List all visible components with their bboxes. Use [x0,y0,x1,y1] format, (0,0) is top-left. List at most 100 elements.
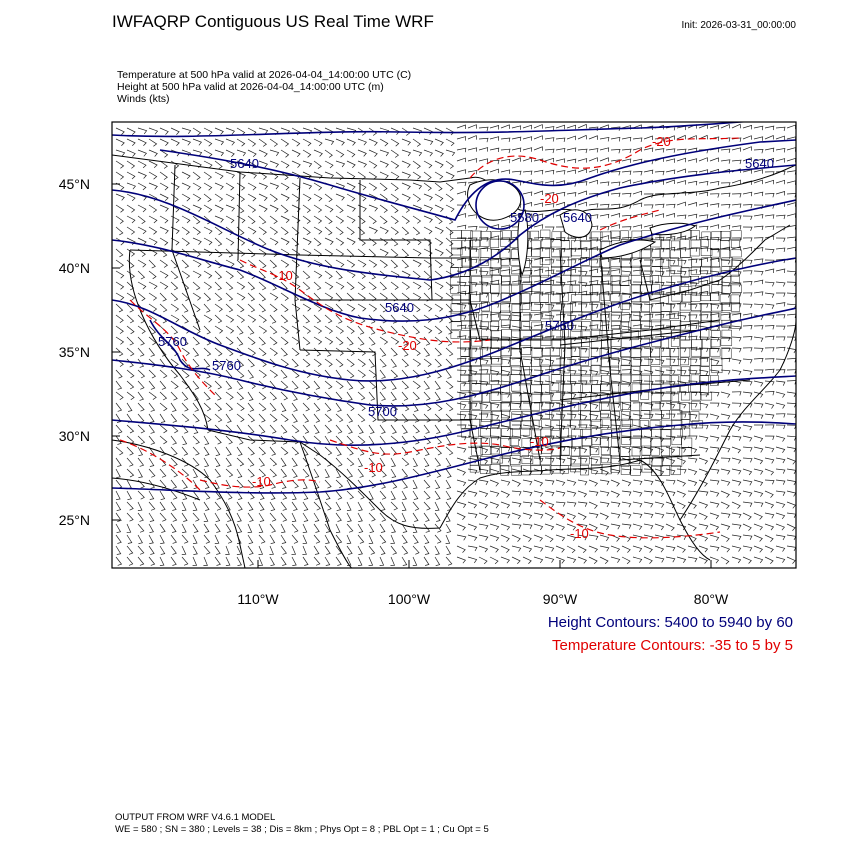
wind-barb [368,534,374,544]
wind-barb [423,435,431,445]
wind-barb [368,160,378,169]
wind-barb [775,545,786,552]
wind-barb [588,347,599,352]
wind-barb [115,303,124,313]
county-cell [471,338,483,347]
county-cell [700,348,710,358]
wind-barb [434,380,441,390]
wind-barb [401,512,407,522]
wind-barb [159,259,169,268]
wind-barb [225,237,235,246]
county-cell [580,409,591,421]
county-cell [491,249,500,259]
county-cell [710,258,720,268]
wind-barb [368,325,376,335]
wind-barb [148,270,157,280]
wind-barb [357,160,367,168]
wind-barb [753,270,764,276]
wind-barb [786,402,796,408]
wind-barb [544,237,555,243]
wind-barb [742,237,753,242]
wind-barb [544,424,555,431]
wind-barb [456,335,467,340]
wind-barb [159,501,166,511]
county-cell [531,402,541,411]
wind-barb [676,369,687,375]
wind-barb [621,236,632,242]
wind-barb [357,127,367,136]
county-cell [641,249,651,258]
wind-barb [115,369,123,379]
wind-barb [676,358,687,364]
wind-barb [225,215,235,224]
wind-barb [742,259,753,265]
county-cell [730,230,742,240]
wind-barb [236,281,246,290]
wind-barb [335,358,344,368]
wind-barb [753,512,763,520]
wind-barb [324,171,334,179]
wind-barb [280,149,290,158]
wind-barb [390,369,399,379]
wind-barb [137,501,143,511]
county-cell [651,392,662,404]
wind-barb [478,270,489,276]
wind-barb [742,380,753,386]
county-cell [671,365,682,375]
county-cell [490,437,502,447]
wind-barb [357,380,365,390]
wind-barb [269,336,278,346]
wind-barb [632,369,643,376]
county-cell [641,276,653,286]
wind-barb [214,171,224,180]
wind-barb [731,391,742,396]
wind-barb [214,292,223,302]
wind-barb [764,413,775,419]
county-cell [669,375,679,386]
wind-barb [203,501,210,511]
county-cell [491,330,502,340]
county-cell [659,258,669,269]
wind-barb [324,545,331,555]
wind-barb [412,424,420,434]
wind-barb [291,413,298,423]
wind-barb [159,446,166,456]
county-cell [531,267,540,276]
wind-barb [192,534,198,544]
wind-barb [346,424,353,434]
county-cell [461,428,471,438]
wind-barb [291,259,300,268]
county-cell [611,329,621,338]
wind-barb [412,171,422,180]
county-cell [629,438,641,447]
county-cell [661,366,671,375]
wind-barb [313,270,323,279]
wind-barb [302,270,311,280]
county-cell [621,428,631,438]
county-cell [670,265,682,274]
wind-barb [434,358,442,368]
wind-barb [610,501,621,508]
wind-barb [775,490,786,496]
wind-barb [698,314,709,319]
county-cell [581,285,593,296]
county-cell [611,301,623,313]
wind-barb [610,203,621,209]
wind-barb [313,358,322,367]
county-cell [650,375,661,385]
wind-barb [258,435,266,445]
wind-barb [170,314,180,323]
wind-barb [247,193,257,202]
county-cell [620,302,630,310]
wind-barb [720,182,731,187]
wind-barb [753,347,764,353]
wind-barb [412,325,420,335]
wind-barb [621,136,632,142]
wind-barb [203,435,210,445]
wind-barb [467,247,478,253]
wind-barb [500,424,511,432]
wind-barb [731,479,742,486]
wind-barb [368,391,376,401]
wind-barb [258,413,266,423]
wind-barb [159,149,169,158]
